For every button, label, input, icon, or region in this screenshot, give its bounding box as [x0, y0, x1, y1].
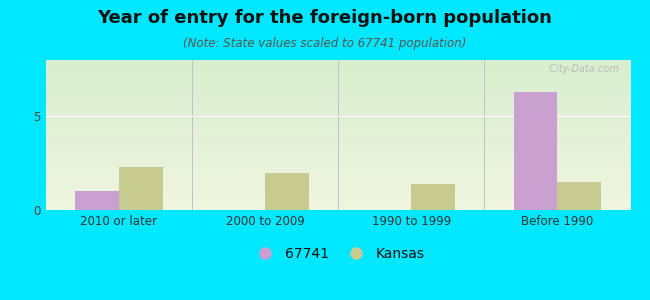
Text: (Note: State values scaled to 67741 population): (Note: State values scaled to 67741 popu… [183, 38, 467, 50]
Bar [265, 172, 309, 210]
Bar [514, 92, 558, 210]
Text: City-Data.com: City-Data.com [543, 64, 619, 74]
Legend: 67741, Kansas: 67741, Kansas [246, 241, 430, 266]
Bar [558, 182, 601, 210]
Bar [75, 191, 118, 210]
Bar [411, 184, 455, 210]
Bar [118, 167, 162, 210]
Text: Year of entry for the foreign-born population: Year of entry for the foreign-born popul… [98, 9, 552, 27]
